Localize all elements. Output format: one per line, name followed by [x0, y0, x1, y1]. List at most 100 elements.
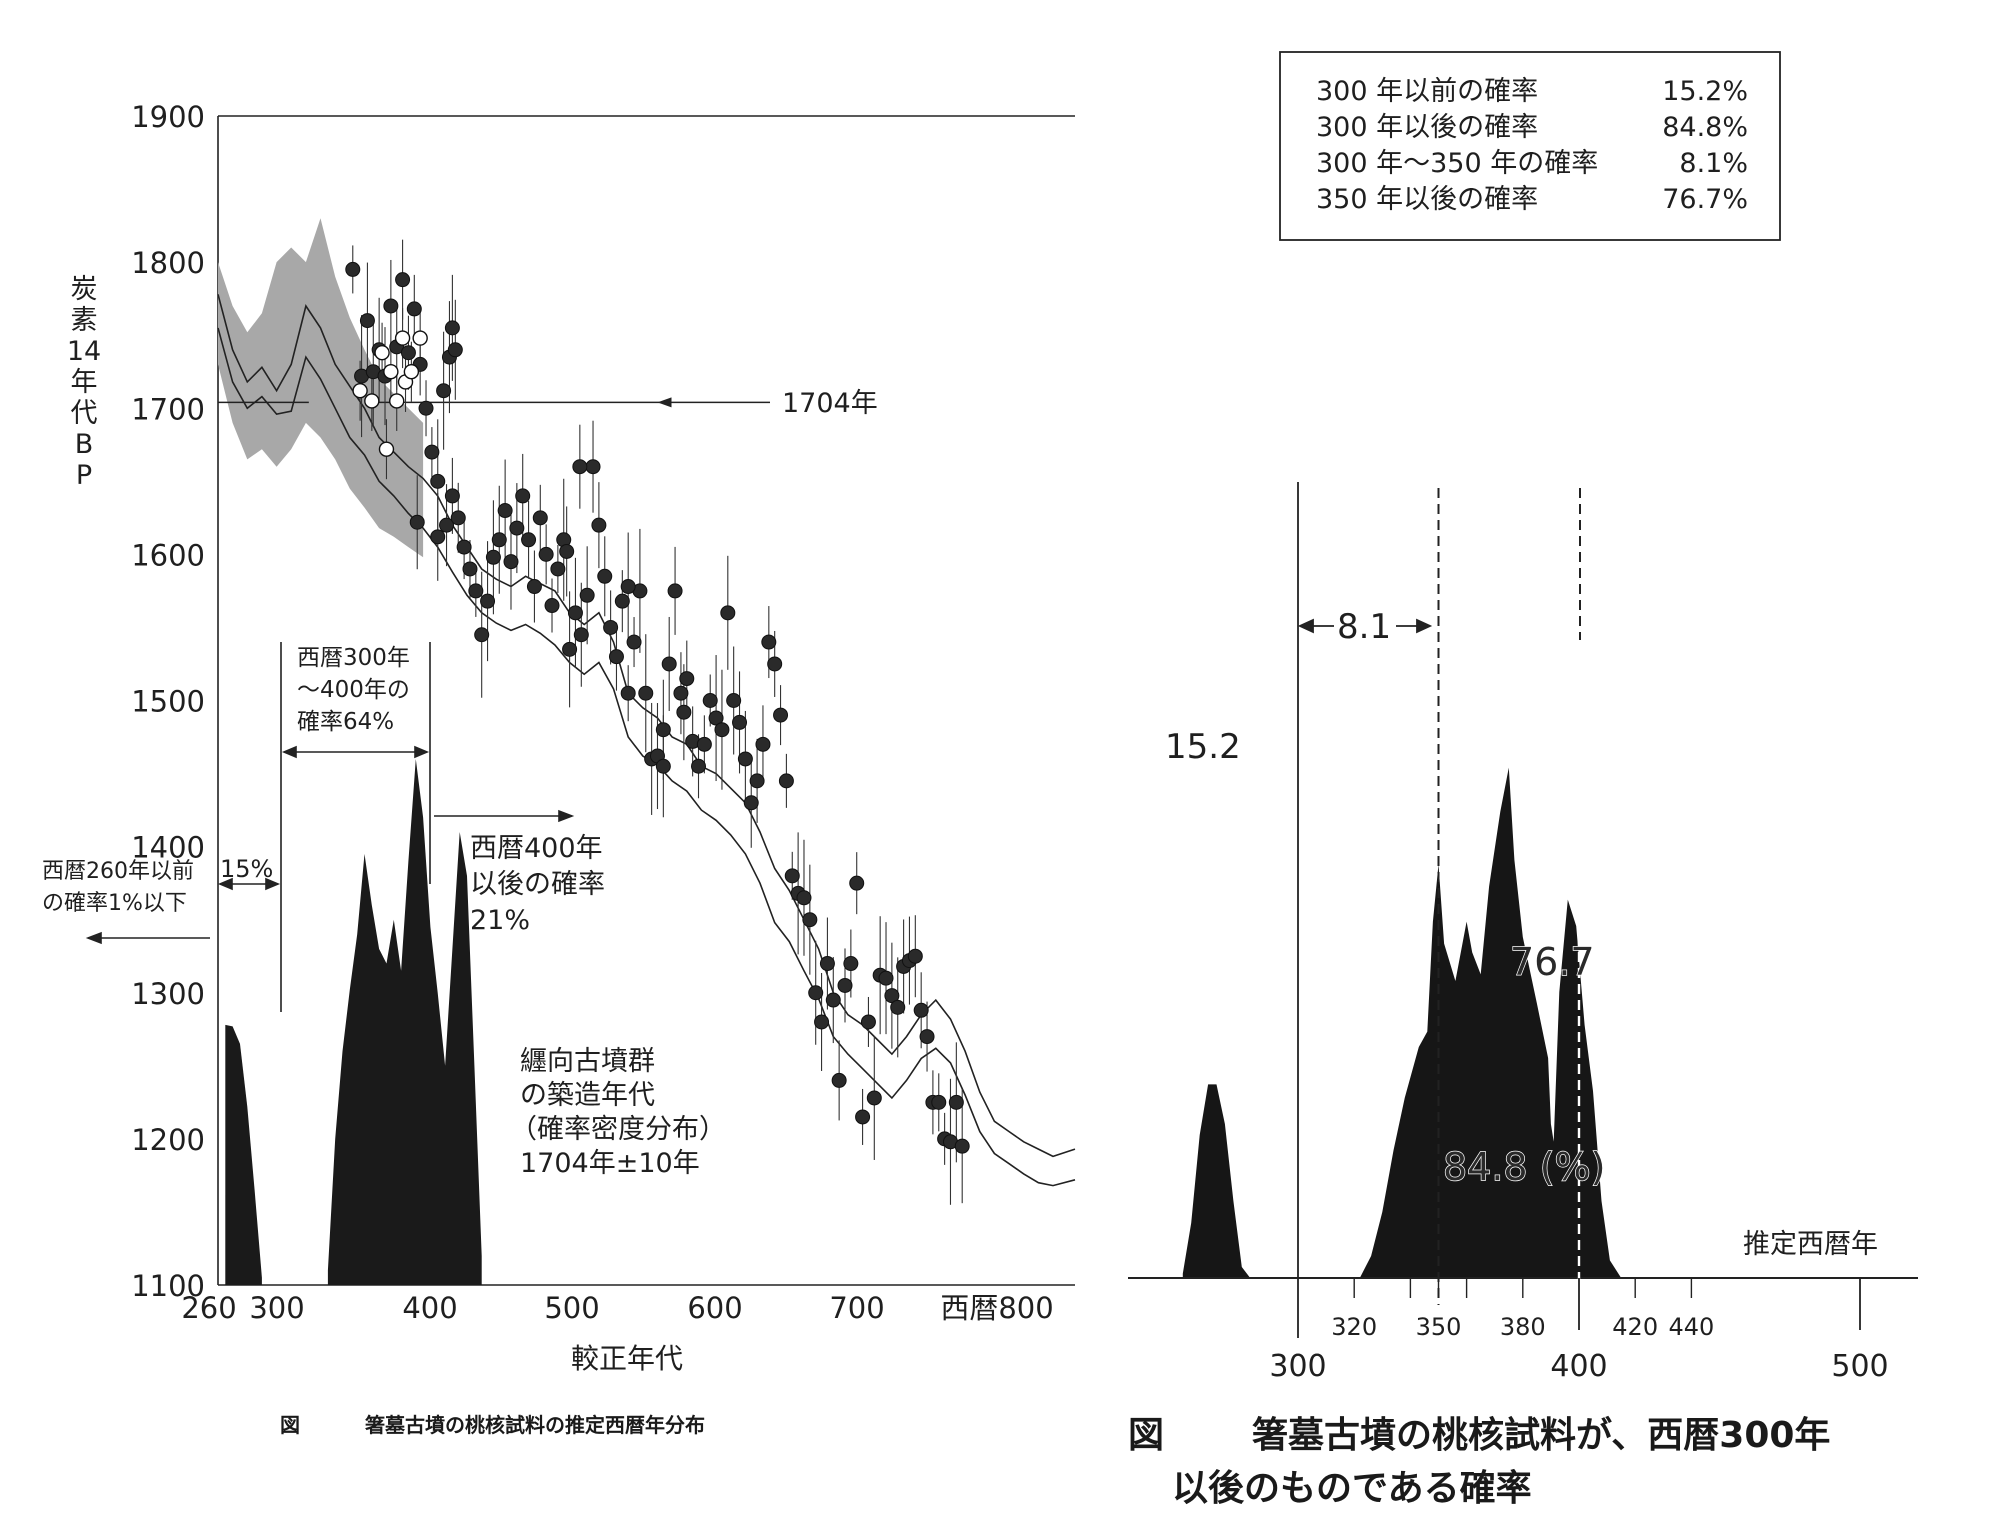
xlabel: 較正年代 — [571, 1342, 683, 1375]
open-point — [352, 383, 368, 399]
filled-point — [491, 532, 507, 548]
filled-point — [814, 1014, 830, 1030]
legend-entries: 300 年以前の確率 15.2% 300 年以後の確率 84.8% 300 年～350 … — [1316, 76, 1748, 215]
filled-point — [878, 970, 894, 986]
filled-point — [679, 671, 695, 687]
right-chart: 300 年以前の確率 15.2% 300 年以後の確率 84.8% 300 年～350 … — [1128, 51, 1918, 1509]
label-76-7: 76.7 — [1510, 940, 1595, 984]
x-tick-label: 700 — [829, 1291, 884, 1325]
ylabel-vertical: 炭素 14 年代 B P — [67, 274, 101, 491]
minor-tick-label: 380 — [1500, 1313, 1546, 1341]
x-tick-label: 600 — [687, 1291, 742, 1325]
filled-point — [521, 532, 537, 548]
filled-point — [919, 1029, 935, 1045]
filled-point — [784, 868, 800, 884]
filled-point — [345, 261, 361, 277]
y-tick-label: 1300 — [131, 977, 205, 1011]
filled-point — [450, 510, 466, 526]
ylabel-char: 炭 — [71, 274, 98, 305]
legend-value: 15.2% — [1662, 76, 1748, 107]
filled-point — [526, 579, 542, 595]
y-tick-label: 1600 — [131, 538, 205, 572]
filled-point — [608, 649, 624, 665]
annot-after400-line3: 21% — [470, 905, 530, 936]
ref-line-arrow — [657, 397, 672, 408]
filled-point — [761, 634, 777, 650]
filled-point — [620, 685, 636, 701]
ylabel-char: 14 — [67, 336, 101, 367]
legend-value: 8.1% — [1679, 148, 1748, 179]
calibration-curve-2 — [217, 327, 1076, 1187]
filled-point — [796, 890, 812, 906]
y-tick-label: 1800 — [131, 246, 205, 280]
y-tick-labels: 1900 1800 1700 1600 1500 1400 1300 1200 1100 — [131, 100, 205, 1303]
filled-point — [767, 656, 783, 672]
x-tick-label: 400 — [402, 1291, 457, 1325]
filled-point — [808, 985, 824, 1001]
calibration-band — [218, 218, 424, 558]
filled-point — [424, 444, 440, 460]
filled-point — [825, 992, 841, 1008]
y-tick-label: 1900 — [131, 100, 205, 134]
open-point — [403, 364, 420, 380]
filled-point — [948, 1094, 964, 1110]
left-caption-label: 図 — [280, 1413, 300, 1437]
filled-point — [860, 1014, 876, 1030]
filled-point — [778, 773, 794, 789]
x-tick-label: 西暦800 — [940, 1291, 1053, 1325]
annot-pct-15: 15% — [220, 855, 273, 883]
open-point — [394, 330, 411, 346]
filled-point — [538, 546, 554, 562]
filled-point — [474, 627, 490, 643]
filled-point — [597, 568, 613, 584]
ref-line-label: 1704年 — [782, 388, 878, 419]
legend-value: 76.7% — [1662, 184, 1748, 215]
ylabel-char: 代 — [71, 398, 98, 429]
y-tick-label: 1100 — [131, 1269, 205, 1303]
filled-point — [749, 773, 765, 789]
minor-tick-label: 320 — [1331, 1313, 1377, 1341]
filled-point — [573, 627, 589, 643]
data-points — [345, 239, 970, 1205]
boundary-lines — [1297, 482, 1861, 1338]
filled-point — [638, 685, 654, 701]
ylabel-char: 素 — [71, 305, 98, 336]
filled-point — [661, 656, 677, 672]
annot-construction-line2: の築造年代 — [520, 1080, 655, 1111]
left-caption: 箸墓古墳の桃核試料の推定西暦年分布 — [365, 1413, 705, 1437]
filled-point — [591, 517, 607, 533]
filled-point — [773, 707, 789, 723]
filled-point — [890, 999, 906, 1015]
major-tick-label: 300 — [1269, 1349, 1326, 1384]
filled-point — [430, 473, 446, 489]
filled-point — [866, 1090, 882, 1106]
filled-point — [755, 736, 771, 752]
filled-point — [708, 710, 724, 726]
filled-point — [954, 1138, 970, 1154]
filled-point — [620, 579, 636, 595]
filled-point — [562, 641, 578, 657]
density-area-2 — [327, 759, 482, 1285]
x-tick-label: 260 — [181, 1291, 236, 1325]
filled-point — [726, 693, 742, 708]
filled-point — [456, 539, 472, 555]
legend-label: 300 年～350 年の確率 — [1316, 148, 1598, 179]
grey-band-area — [218, 218, 424, 558]
filled-point — [406, 301, 422, 317]
annot-construction-line3: （確率密度分布） — [510, 1114, 726, 1145]
filled-point — [480, 593, 496, 609]
annot-construction-line4: 1704年±10年 — [520, 1148, 700, 1179]
filled-point — [567, 605, 583, 621]
filled-point — [931, 1094, 947, 1110]
x-tick-label: 500 — [544, 1291, 599, 1325]
open-point — [383, 364, 399, 380]
filled-point — [884, 988, 900, 1004]
filled-point — [837, 977, 853, 993]
filled-point — [737, 751, 753, 767]
filled-point — [732, 714, 748, 730]
filled-point — [515, 488, 531, 504]
filled-point — [400, 345, 416, 361]
filled-point — [585, 459, 601, 475]
filled-point — [855, 1109, 871, 1125]
density-area-1 — [225, 1024, 262, 1285]
